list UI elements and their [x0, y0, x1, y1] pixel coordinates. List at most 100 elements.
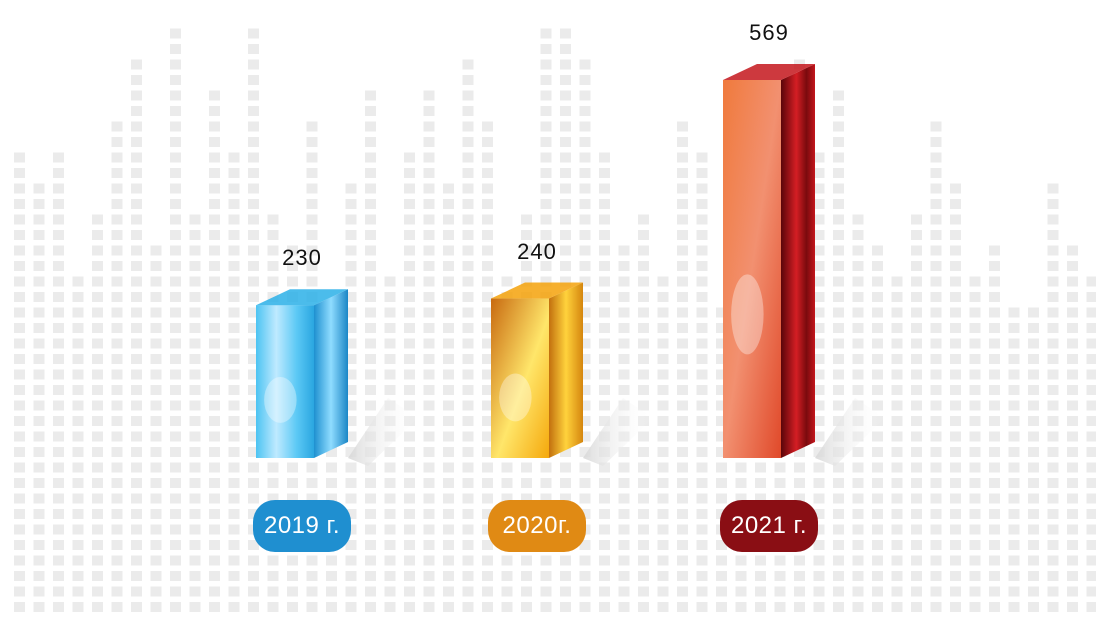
background-cell	[267, 555, 279, 566]
background-cell	[404, 478, 415, 488]
background-cell	[969, 400, 981, 411]
background-cell	[404, 292, 415, 302]
background-cell	[540, 245, 552, 256]
background-cell	[560, 152, 571, 163]
background-cell	[657, 431, 669, 442]
background-cell	[579, 261, 591, 271]
background-cell	[833, 555, 844, 566]
background-cell	[911, 230, 922, 240]
background-cell	[872, 385, 883, 395]
background-cell	[462, 447, 474, 457]
background-cell	[462, 106, 474, 116]
background-cell	[345, 400, 357, 411]
background-cell	[365, 571, 376, 581]
background-cell	[345, 183, 357, 194]
background-cell	[891, 369, 903, 380]
background-cell	[53, 571, 64, 581]
background-cell	[872, 431, 883, 442]
background-cell	[677, 555, 688, 566]
background-cell	[1028, 354, 1039, 364]
background-cell	[1047, 230, 1059, 240]
background-cell	[677, 478, 688, 488]
background-cell	[813, 292, 825, 302]
background-cell	[989, 292, 1000, 302]
background-cell	[111, 168, 123, 178]
background-cell	[540, 478, 552, 488]
background-cell	[618, 462, 630, 473]
background-cell	[248, 385, 259, 395]
background-cell	[638, 307, 649, 318]
background-cell	[1047, 524, 1059, 535]
background-cell	[306, 137, 318, 147]
background-cell	[833, 462, 844, 473]
background-cell	[696, 338, 708, 349]
bar-shadow	[583, 398, 653, 466]
bar-value-label-2019: 230	[282, 245, 322, 271]
background-cell	[891, 323, 903, 333]
background-cell	[833, 586, 844, 597]
background-cell	[989, 431, 1000, 442]
background-cell	[111, 121, 123, 132]
bar-front-face	[723, 80, 781, 458]
background-cell	[969, 571, 981, 581]
background-cell	[189, 602, 201, 612]
background-cell	[872, 261, 883, 271]
background-cell	[345, 447, 357, 457]
background-cell	[345, 493, 357, 504]
background-cell	[540, 261, 552, 271]
background-cell	[443, 245, 454, 256]
background-cell	[560, 230, 571, 240]
background-cell	[306, 183, 318, 194]
background-cell	[813, 338, 825, 349]
background-cell	[657, 602, 669, 612]
background-cell	[462, 276, 474, 287]
background-cell	[423, 354, 435, 364]
background-cell	[579, 121, 591, 132]
background-cell	[482, 338, 493, 349]
background-cell	[443, 400, 454, 411]
background-cell	[1067, 447, 1078, 457]
background-cell	[579, 75, 591, 85]
background-cell	[950, 586, 961, 597]
background-cell	[599, 152, 610, 163]
background-cell	[443, 385, 454, 395]
background-cell	[1067, 276, 1078, 287]
background-cell	[696, 323, 708, 333]
background-cell	[540, 28, 552, 39]
background-cell	[170, 137, 181, 147]
background-cell	[228, 214, 240, 225]
background-cell	[33, 276, 45, 287]
background-cell	[930, 509, 942, 519]
background-cell	[930, 137, 942, 147]
background-cell	[833, 602, 844, 612]
background-cell	[53, 152, 64, 163]
background-cell	[540, 276, 552, 287]
background-cell	[657, 307, 669, 318]
background-cell	[14, 540, 25, 550]
background-cell	[248, 571, 259, 581]
background-cell	[287, 493, 298, 504]
background-cell	[170, 323, 181, 333]
background-cell	[696, 462, 708, 473]
background-cell	[423, 168, 435, 178]
background-cell	[228, 168, 240, 178]
background-cell	[72, 447, 84, 457]
background-cell	[131, 524, 142, 535]
background-cell	[404, 354, 415, 364]
background-cell	[462, 369, 474, 380]
background-cell	[92, 586, 103, 597]
background-cell	[696, 524, 708, 535]
background-cell	[1067, 354, 1078, 364]
background-cell	[540, 44, 552, 54]
background-cell	[92, 602, 103, 612]
background-cell	[872, 354, 883, 364]
background-cell	[521, 230, 532, 240]
background-cell	[189, 493, 201, 504]
background-cell	[150, 602, 162, 612]
background-cell	[365, 90, 376, 101]
background-cell	[189, 338, 201, 349]
background-cell	[306, 168, 318, 178]
background-cell	[677, 168, 688, 178]
background-cell	[248, 307, 259, 318]
background-cell	[852, 385, 864, 395]
